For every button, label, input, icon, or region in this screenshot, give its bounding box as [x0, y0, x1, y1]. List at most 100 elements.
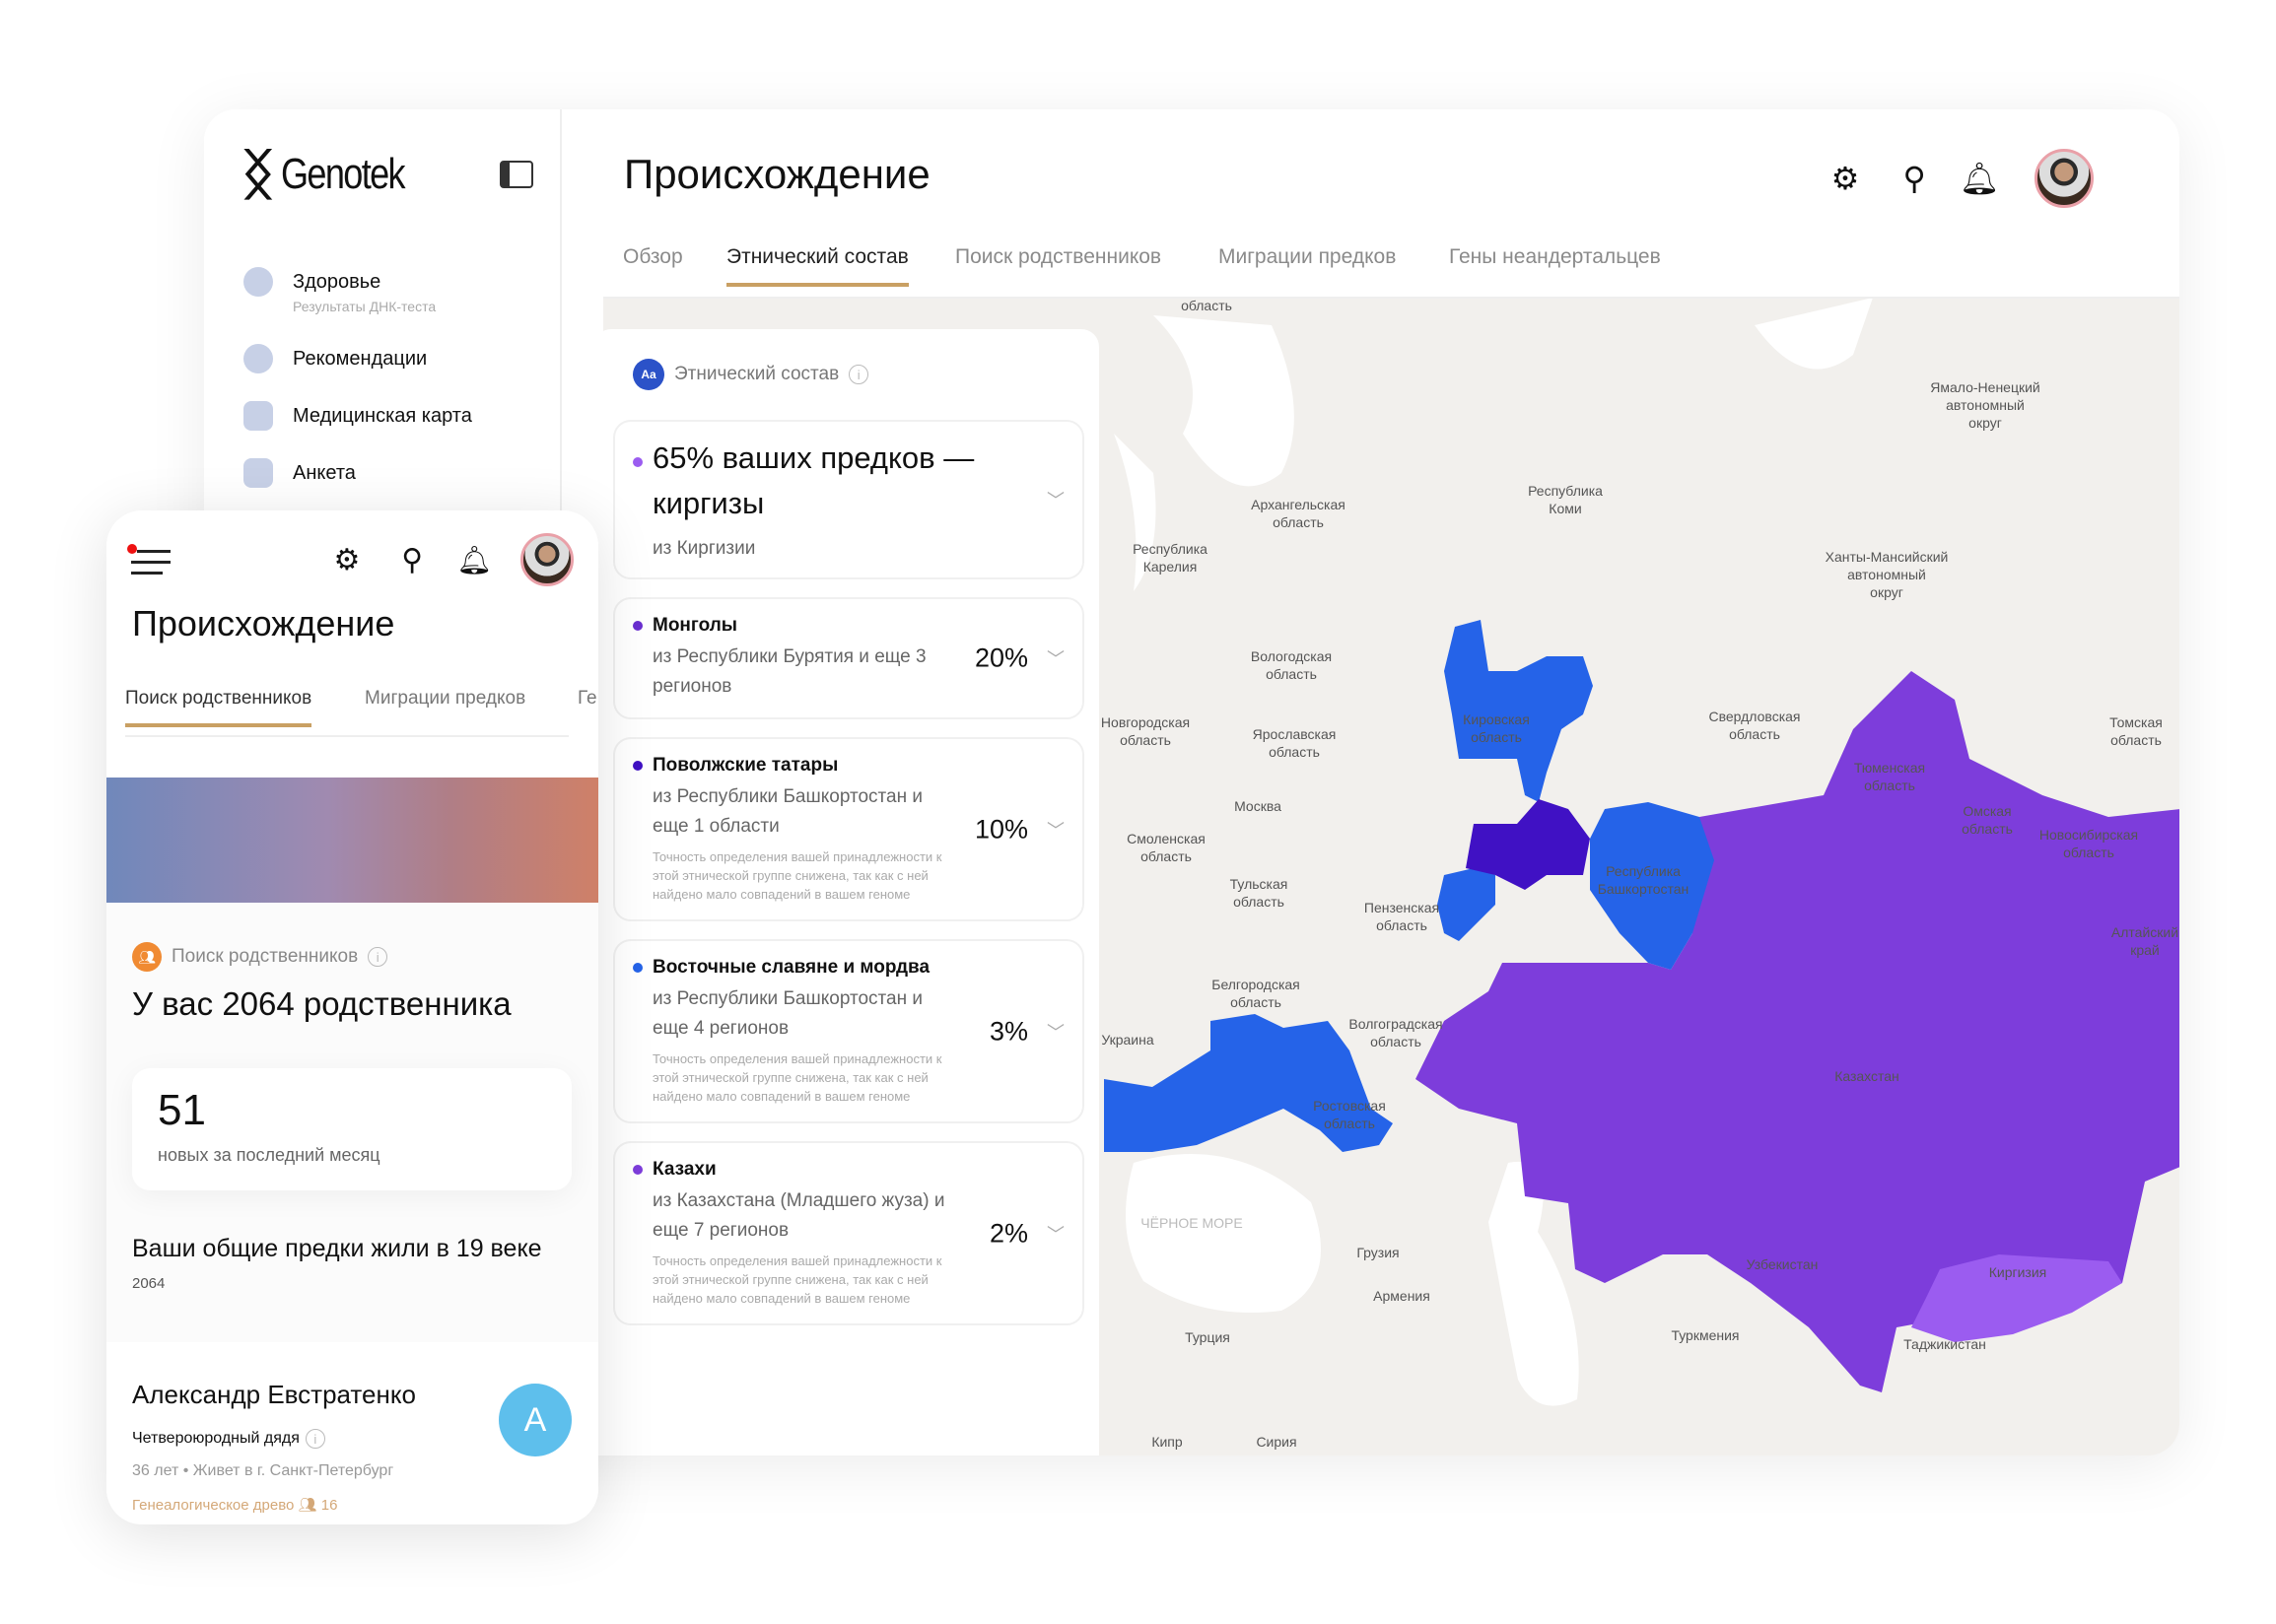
- bell-icon[interactable]: 🔔︎: [456, 544, 492, 575]
- relative-meta: 36 лет • Живет в г. Санкт-Петербург: [132, 1462, 394, 1479]
- relation: Четвероюродный дядя i: [132, 1429, 325, 1449]
- gear-icon[interactable]: ⚙: [1830, 161, 1860, 196]
- map-label: Тюменская область: [1854, 760, 1925, 793]
- group-name: Поволжские татары: [653, 755, 839, 776]
- menu-icon[interactable]: [127, 544, 171, 575]
- relatives-banner-image: [106, 778, 598, 903]
- group-name: Казахи: [653, 1159, 717, 1180]
- sidebar-item-label: Анкета: [293, 461, 356, 484]
- page-title: Происхождение: [624, 151, 931, 197]
- map-label: Республика Карелия: [1133, 541, 1207, 575]
- user-avatar[interactable]: [520, 533, 574, 586]
- relation-label: Четвероюродный дядя: [132, 1430, 300, 1447]
- panel-header: Aa Этнический состав i: [633, 359, 869, 390]
- map-label: Омская область: [1962, 803, 2013, 837]
- group-note: Точность определения вашей принадлежност…: [653, 1253, 942, 1306]
- ethnic-group-card[interactable]: Монголы из Республики Бурятия и еще 3 ре…: [613, 597, 1084, 719]
- chevron-down-icon[interactable]: ﹀: [1047, 1224, 1065, 1245]
- tab-relatives-search[interactable]: Поиск родственников: [125, 688, 312, 727]
- headline-from: из Киргизии: [653, 538, 756, 559]
- ancestors-label: Ваши общие предки жили в 19 веке: [132, 1235, 542, 1262]
- map-label: Туркмения: [1671, 1327, 1739, 1343]
- chevron-down-icon[interactable]: ﹀: [1047, 1022, 1065, 1043]
- search-icon[interactable]: ⚲: [1902, 161, 1926, 196]
- ethnic-group-card[interactable]: Поволжские татары из Республики Башкорто…: [613, 737, 1084, 921]
- sidebar-toggle-button[interactable]: [500, 161, 533, 188]
- map-label: Киргизия: [1989, 1264, 2047, 1280]
- search-icon[interactable]: ⚲: [401, 543, 423, 576]
- relative-city: Живет в г. Санкт-Петербург: [192, 1462, 394, 1479]
- sidebar-item-health[interactable]: Здоровье: [243, 267, 380, 297]
- tab-migrations[interactable]: Миграции предков: [1218, 245, 1397, 268]
- relative-age: 36 лет: [132, 1462, 179, 1479]
- map-label: Турция: [1185, 1329, 1230, 1345]
- map-label: Сирия: [1256, 1434, 1296, 1450]
- tab-relatives-search[interactable]: Поиск родственников: [955, 245, 1162, 268]
- ancestors-count: 2064: [132, 1275, 166, 1292]
- ethnic-group-card[interactable]: Казахи из Казахстана (Младшего жуза) и е…: [613, 1141, 1084, 1325]
- logo[interactable]: ᛝ Genotek: [241, 147, 431, 202]
- map-label: Армения: [1373, 1288, 1430, 1304]
- sidebar-item-questionnaire[interactable]: Анкета: [243, 458, 356, 488]
- map-label: Москва: [1234, 798, 1281, 814]
- group-from: из Республики Бурятия и еще 3 регионов: [653, 646, 927, 697]
- map-label: Волгоградская область: [1348, 1016, 1442, 1049]
- tabs-divider: [125, 735, 569, 737]
- relative-avatar[interactable]: А: [499, 1384, 572, 1456]
- map-label: Ханты-Мансийский автономный округ: [1826, 549, 1949, 600]
- sidebar-item-recommendations[interactable]: Рекомендации: [243, 344, 427, 373]
- group-note: Точность определения вашей принадлежност…: [653, 1051, 942, 1104]
- relative-name: Александр Евстратенко: [132, 1380, 416, 1409]
- family-tree-link[interactable]: Генеалогическое древо 👥︎ 16: [132, 1496, 337, 1514]
- map-label: Ростовская область: [1313, 1098, 1386, 1131]
- medical-card-icon: [243, 401, 273, 431]
- map-label: Казахстан: [1834, 1068, 1899, 1084]
- dna-logo-icon: ᛝ: [241, 143, 275, 205]
- tabs-divider: [603, 297, 2179, 299]
- chevron-down-icon[interactable]: ﹀: [1047, 649, 1065, 669]
- clipboard-icon: [243, 458, 273, 488]
- gear-icon[interactable]: ⚙: [333, 543, 361, 576]
- mobile-page-title: Происхождение: [132, 603, 395, 643]
- tab-ethnic-composition[interactable]: Этнический состав: [726, 245, 909, 287]
- map-label: Свердловская область: [1708, 709, 1800, 742]
- headline-card[interactable]: 65% ваших предков — киргизы из Киргизии …: [613, 420, 1084, 579]
- sidebar-item-label: Здоровье: [293, 270, 381, 293]
- section-header: 👥︎ Поиск родственников i: [132, 942, 388, 972]
- region-sea: [1114, 298, 1873, 1406]
- map-label: Узбекистан: [1747, 1256, 1819, 1272]
- group-percent: 3%: [989, 1016, 1028, 1046]
- map-label: Ярославская область: [1253, 726, 1337, 760]
- tab-neanderthal-genes[interactable]: Гены неандертальцев: [1449, 245, 1661, 268]
- map-label: Республика Башкортостан: [1598, 863, 1690, 897]
- map-label: Республика Коми: [1528, 483, 1603, 516]
- tab-overview[interactable]: Обзор: [623, 245, 683, 268]
- chevron-down-icon[interactable]: ﹀: [1047, 820, 1065, 841]
- tree-label: Генеалогическое древо: [132, 1497, 295, 1514]
- legend-dot: [633, 963, 643, 973]
- sidebar-item-label: Медицинская карта: [293, 404, 472, 427]
- map-label: Вологодская область: [1251, 648, 1332, 682]
- new-relatives-card[interactable]: 51 новых за последний месяц: [132, 1068, 572, 1190]
- user-avatar[interactable]: [2035, 149, 2094, 208]
- map-svg: область Ямало-Ненецкий автономный округ Респ…: [1101, 298, 2179, 1450]
- map-label: Новосибирская область: [2039, 827, 2138, 860]
- legend-dot: [633, 1165, 643, 1175]
- sidebar-item-label: Рекомендации: [293, 347, 428, 370]
- ethnic-panel: Aa Этнический состав i 65% ваших предков —…: [593, 329, 1099, 1455]
- sidebar-item-medical-card[interactable]: Медицинская карта: [243, 401, 472, 431]
- info-icon[interactable]: i: [305, 1429, 325, 1449]
- chevron-down-icon[interactable]: ﹀: [1047, 491, 1065, 510]
- map-label: ЧЁРНОЕ МОРЕ: [1140, 1215, 1242, 1231]
- tab-neanderthal-genes[interactable]: Ге: [578, 688, 597, 709]
- ethnic-group-card[interactable]: Восточные славяне и мордва из Республики…: [613, 939, 1084, 1123]
- info-icon[interactable]: i: [849, 365, 869, 384]
- info-icon[interactable]: i: [368, 947, 388, 967]
- ancestors-text: Ваши общие предки жили в 19 веке 2064: [132, 1232, 546, 1301]
- map-label: Смоленская область: [1127, 831, 1206, 864]
- map-label: Ямало-Ненецкий автономный округ: [1930, 379, 2040, 431]
- tab-migrations[interactable]: Миграции предков: [365, 688, 526, 709]
- relative-card[interactable]: Александр Евстратенко Четвероюродный дяд…: [106, 1342, 598, 1524]
- map-label: Украина: [1101, 1032, 1154, 1048]
- bell-icon[interactable]: 🔔︎: [1959, 161, 2000, 196]
